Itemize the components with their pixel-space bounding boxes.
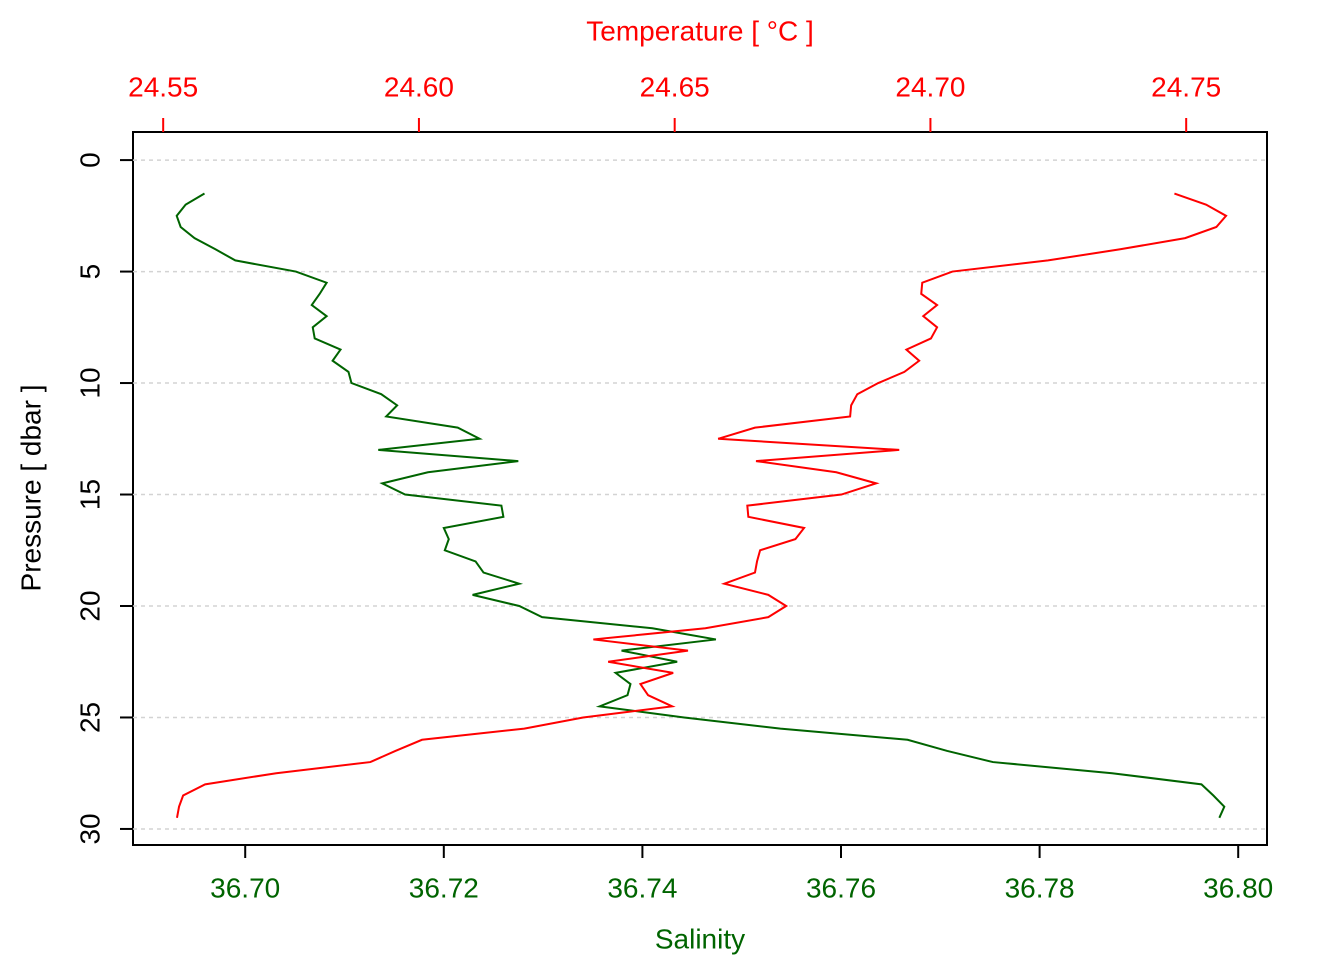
x-tick-label: 36.78 [1005,872,1075,903]
bottom-axis-title: Salinity [655,923,745,954]
x-tick-label: 36.76 [806,872,876,903]
top-axis-title: Temperature [ °C ] [586,15,814,46]
profile-line [176,192,1228,818]
y-tick-label: 0 [74,152,105,168]
x2-tick-label: 24.75 [1151,71,1221,102]
y-tick-label: 10 [74,367,105,398]
profile-line [175,192,1226,819]
x-tick-label: 36.80 [1203,872,1273,903]
x-tick-label: 36.70 [210,872,280,903]
y-axis-title: Pressure [ dbar ] [15,385,46,592]
y-tick-label: 15 [74,479,105,510]
x-tick-label: 36.74 [607,872,677,903]
plot-frame [132,131,1268,846]
x-tick-label: 36.72 [409,872,479,903]
x2-tick-label: 24.70 [895,71,965,102]
y-tick-label: 20 [74,590,105,621]
x2-tick-label: 24.65 [640,71,710,102]
x2-tick-label: 24.60 [384,71,454,102]
y-tick-label: 25 [74,702,105,733]
x2-tick-label: 24.55 [128,71,198,102]
y-tick-label: 5 [74,264,105,280]
y-tick-label: 30 [74,813,105,844]
